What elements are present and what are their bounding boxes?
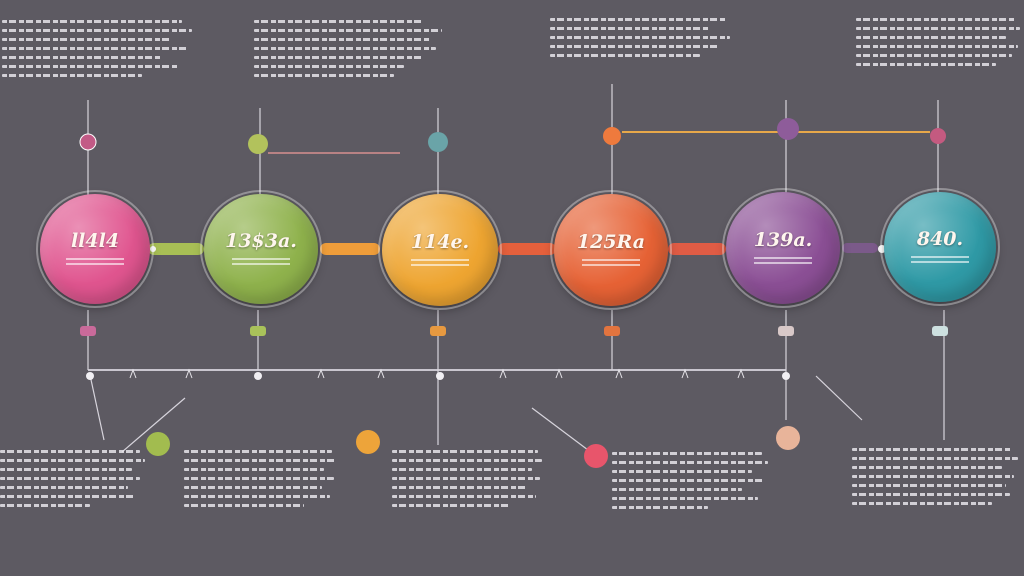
stage-circle-6: 840. — [880, 188, 1000, 306]
text-block-bottom-1 — [0, 450, 145, 513]
stage-circle-1: ll4l4 — [36, 190, 154, 308]
stage-value: 139a. — [753, 229, 813, 251]
stage-caption — [754, 257, 812, 267]
stage-circle-4: 125Ra — [550, 190, 672, 310]
stage-circle-5: 139a. — [722, 188, 844, 308]
text-block-bottom-5 — [852, 448, 1018, 511]
stage-value: ll4l4 — [70, 230, 120, 252]
stage-value: 114e. — [410, 231, 470, 253]
stage-value: 125Ra — [576, 231, 646, 253]
stage-circle-2: 13$3a. — [200, 190, 322, 308]
stage-value: 13$3a. — [225, 230, 297, 252]
stage-value: 840. — [916, 228, 964, 250]
stage-circle-3: 114e. — [378, 190, 502, 310]
stage-caption — [232, 258, 290, 268]
stage-caption — [582, 259, 640, 269]
text-block-top-1 — [2, 20, 192, 83]
text-block-top-2 — [254, 20, 442, 83]
stage-caption — [66, 258, 124, 268]
stage-caption — [911, 256, 969, 266]
text-block-top-3 — [550, 18, 730, 63]
text-block-bottom-4 — [612, 452, 768, 515]
text-block-top-4 — [856, 18, 1020, 72]
text-block-bottom-3 — [392, 450, 542, 513]
text-block-bottom-2 — [184, 450, 336, 513]
stage-caption — [411, 259, 469, 269]
